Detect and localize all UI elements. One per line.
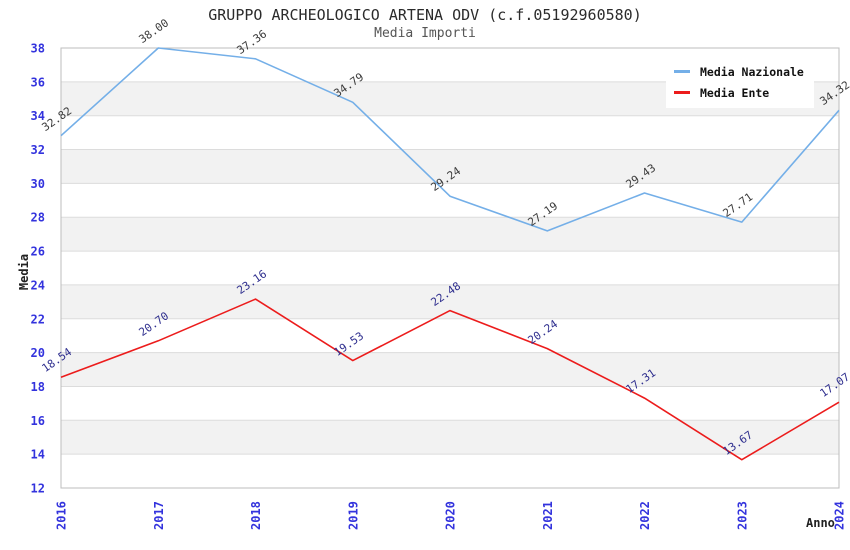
legend-label-media-ente: Media Ente bbox=[700, 85, 770, 100]
y-tick-label: 12 bbox=[31, 482, 45, 496]
x-tick-label: 2021 bbox=[541, 501, 555, 530]
x-tick-label: 2020 bbox=[444, 501, 458, 530]
y-tick-label: 28 bbox=[31, 211, 45, 225]
media-ente-line-swatch bbox=[674, 91, 690, 94]
y-tick-label: 24 bbox=[31, 278, 45, 292]
series-line-media-nazionale bbox=[60, 47, 840, 232]
x-tick-label: 2022 bbox=[638, 501, 652, 530]
x-tick-label: 2023 bbox=[735, 501, 749, 530]
plot-border bbox=[60, 47, 840, 489]
series-line-media-ente bbox=[60, 298, 840, 461]
y-tick-label: 38 bbox=[31, 42, 45, 56]
y-tick-label: 26 bbox=[31, 245, 45, 259]
y-tick-label: 30 bbox=[31, 177, 45, 191]
y-tick-label: 16 bbox=[31, 414, 45, 428]
media-nazionale-line-swatch bbox=[674, 70, 690, 73]
x-tick-label: 2024 bbox=[833, 501, 847, 530]
legend-item-media-nazionale[interactable]: Media Nazionale bbox=[674, 61, 804, 82]
chart-subtitle: Media Importi bbox=[374, 26, 476, 41]
x-tick-label: 2018 bbox=[249, 501, 263, 530]
x-tick-label: 2017 bbox=[152, 501, 166, 530]
chart-title: GRUPPO ARCHEOLOGICO ARTENA ODV (c.f.0519… bbox=[208, 6, 642, 24]
y-tick-label: 34 bbox=[31, 109, 45, 123]
y-tick-label: 32 bbox=[31, 143, 45, 157]
grid-band bbox=[61, 352, 839, 387]
grid-band bbox=[61, 284, 839, 319]
legend-label-media-nazionale: Media Nazionale bbox=[700, 64, 804, 79]
grid-band bbox=[61, 149, 839, 184]
y-axis-label: Media bbox=[17, 254, 31, 290]
legend-item-media-ente[interactable]: Media Ente bbox=[674, 82, 804, 103]
legend: Media Nazionale Media Ente bbox=[666, 56, 814, 108]
x-axis-label: Anno bbox=[806, 516, 835, 530]
grid-band bbox=[61, 420, 839, 455]
y-tick-label: 14 bbox=[31, 448, 45, 462]
x-tick-label: 2019 bbox=[346, 501, 360, 530]
y-tick-label: 36 bbox=[31, 75, 45, 89]
y-tick-label: 22 bbox=[31, 312, 45, 326]
y-tick-label: 18 bbox=[31, 380, 45, 394]
x-tick-label: 2016 bbox=[55, 501, 69, 530]
grid-band bbox=[61, 217, 839, 252]
y-tick-label: 20 bbox=[31, 346, 45, 360]
